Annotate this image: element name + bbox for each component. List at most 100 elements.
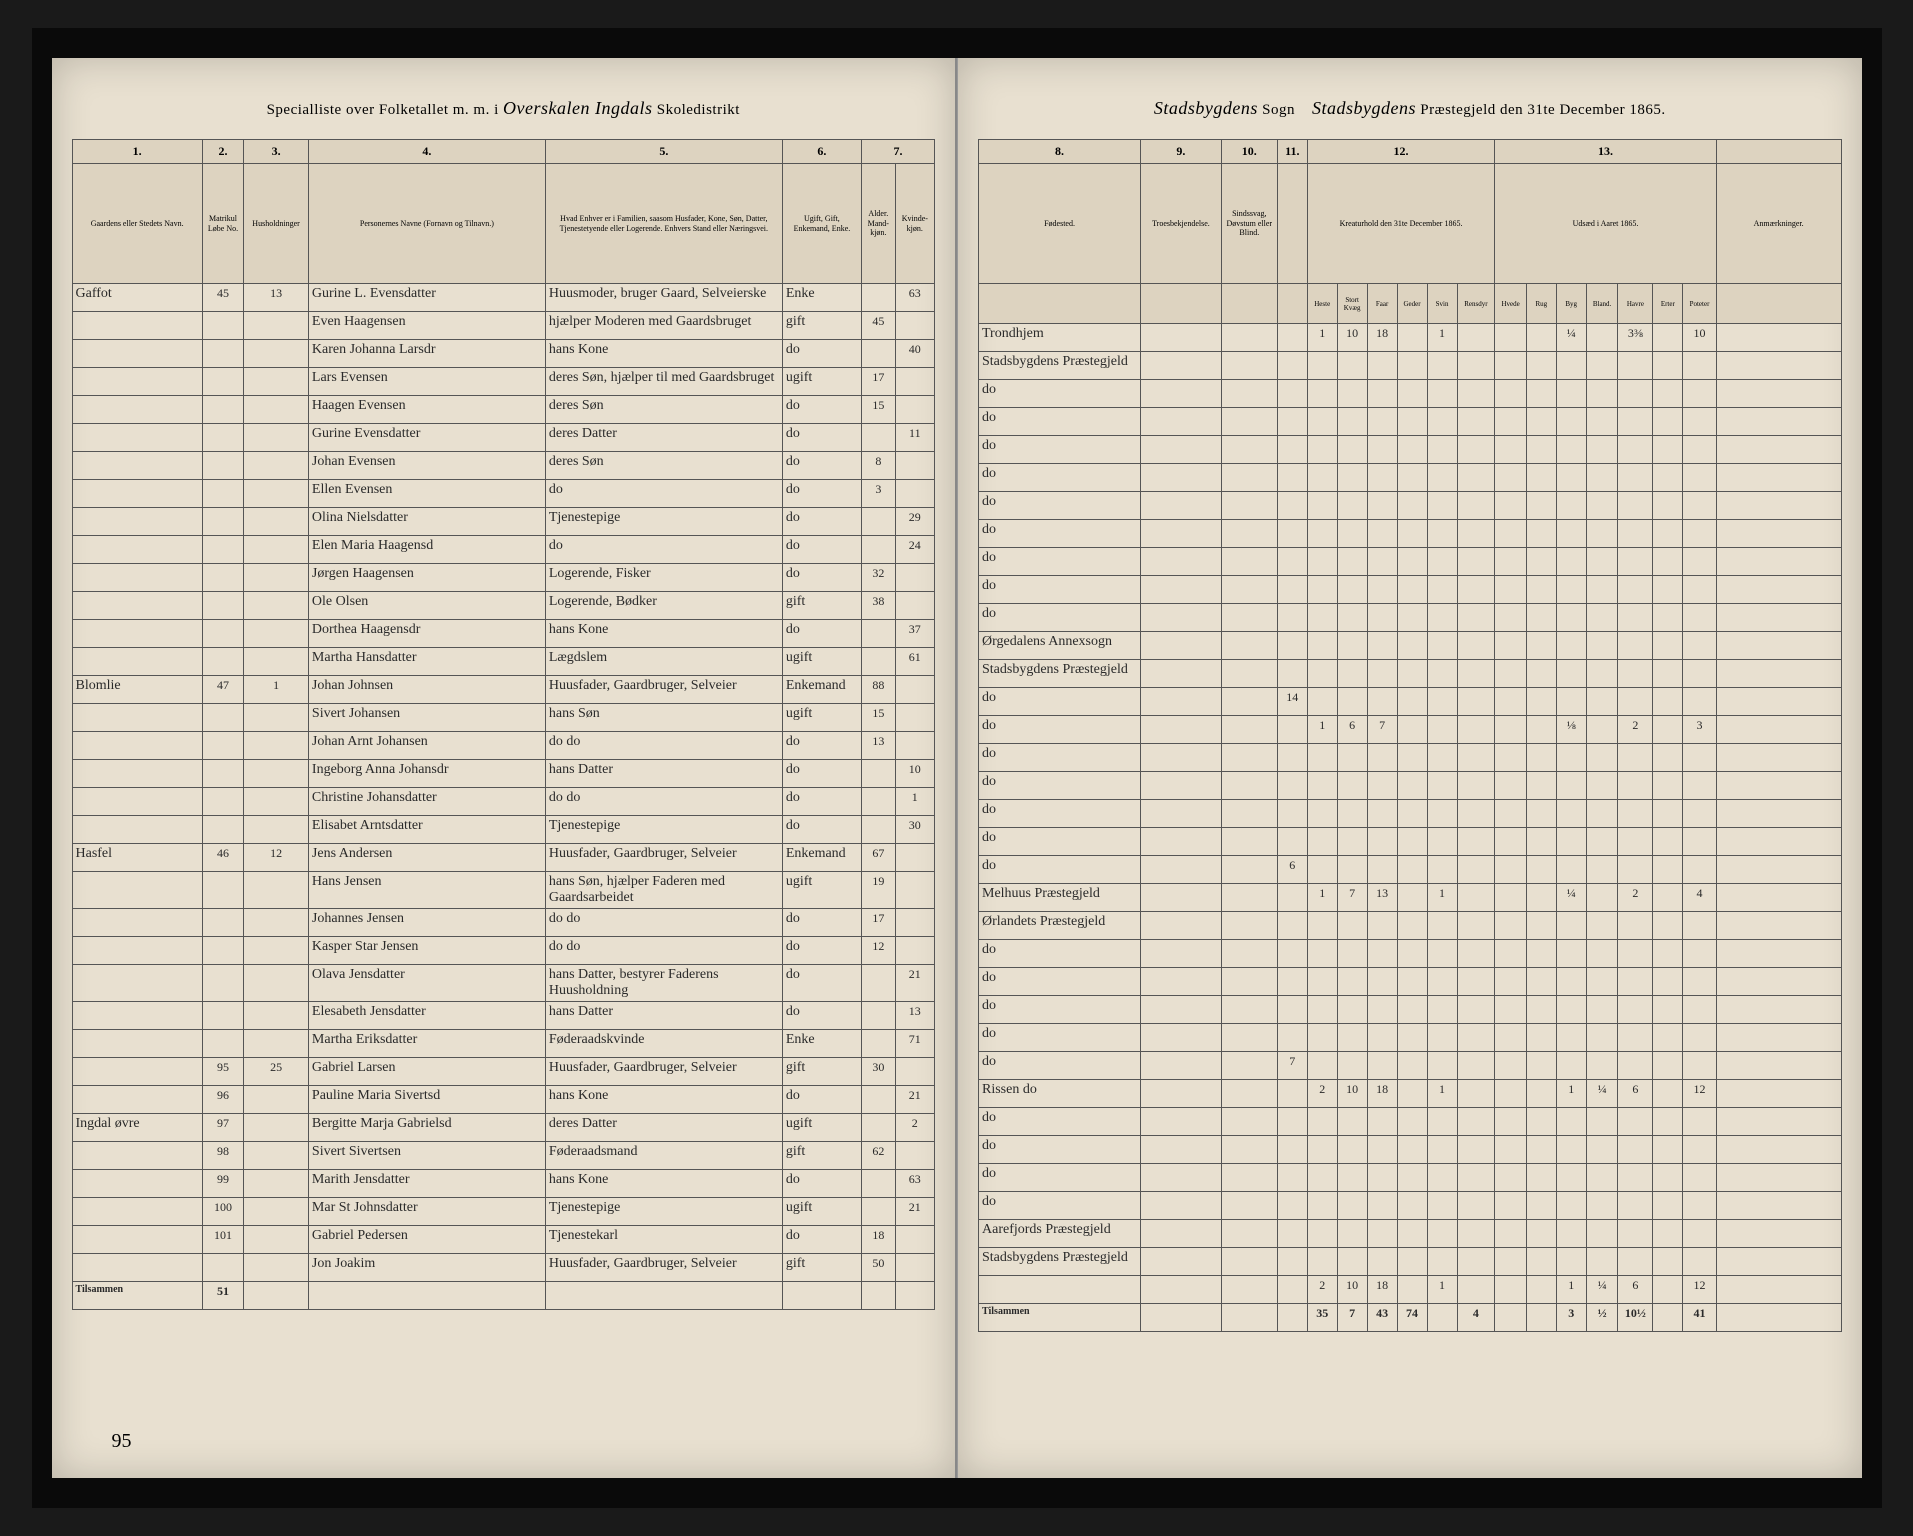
cell-mn (202, 1002, 243, 1030)
cell-c13 (1653, 940, 1683, 968)
cell-c12 (1337, 1136, 1367, 1164)
cell-c13 (1618, 940, 1653, 968)
cell-f (895, 1142, 934, 1170)
cell-name: Martha Hansdatter (308, 648, 545, 676)
cell-c11 (1277, 828, 1307, 856)
cell-c13 (1586, 772, 1618, 800)
cell-c13: 1 (1556, 1080, 1586, 1108)
cell-hh (244, 508, 309, 536)
cell-rel: hjælper Moderen med Gaardsbruget (545, 312, 782, 340)
cell-stat: ugift (782, 872, 861, 909)
cell-c13 (1683, 940, 1716, 968)
head-mn: Matrikul Løbe No. (202, 164, 243, 284)
left-header: Specialliste over Folketallet m. m. i Ov… (72, 98, 936, 119)
cell-c12 (1457, 380, 1495, 408)
cell-rel: hans Kone (545, 340, 782, 368)
cell-c13 (1653, 884, 1683, 912)
table-row: 100Mar St JohnsdatterTjenestepigeugift21 (72, 1198, 935, 1226)
cell-c12 (1337, 576, 1367, 604)
cell-hh (244, 340, 309, 368)
cell-c13 (1683, 520, 1716, 548)
cell-c12 (1367, 1220, 1397, 1248)
cell-c13 (1556, 968, 1586, 996)
cell-farm (72, 620, 202, 648)
sub13-head: Havre (1618, 284, 1653, 324)
cell-c12 (1397, 1108, 1427, 1136)
cell-c12 (1367, 1136, 1397, 1164)
cell-c12 (1457, 968, 1495, 996)
table-row: Ole OlsenLogerende, Bødkergift38 (72, 592, 935, 620)
cell-c12 (1307, 688, 1337, 716)
cell-c12 (1457, 1248, 1495, 1276)
cell-rel: Føderaadskvinde (545, 1030, 782, 1058)
cell-c13 (1556, 464, 1586, 492)
cell-birth: do (979, 716, 1141, 744)
cell-c12 (1397, 1024, 1427, 1052)
cell-c13: 12 (1683, 1080, 1716, 1108)
cell-mn: 98 (202, 1142, 243, 1170)
cell-c13 (1653, 576, 1683, 604)
cell-c13 (1618, 912, 1653, 940)
cell-c12: 10 (1337, 1276, 1367, 1304)
cell-name: Jens Andersen (308, 844, 545, 872)
cell-c13 (1586, 996, 1618, 1024)
cell-c12 (1397, 380, 1427, 408)
cell-c12 (1397, 1248, 1427, 1276)
cell-c13 (1526, 604, 1556, 632)
cell-c11 (1277, 1080, 1307, 1108)
cell-c13 (1586, 548, 1618, 576)
cell-c13 (1495, 856, 1527, 884)
table-row: Aarefjords Præstegjeld (979, 1220, 1842, 1248)
cell-c13 (1683, 1136, 1716, 1164)
cell-stat: gift (782, 312, 861, 340)
cell-c11 (1277, 1024, 1307, 1052)
table-row: Hasfel4612Jens AndersenHuusfader, Gaardb… (72, 844, 935, 872)
cell-c12 (1397, 884, 1427, 912)
cell-c13 (1618, 1108, 1653, 1136)
cell-c12 (1457, 1024, 1495, 1052)
cell-hh (244, 816, 309, 844)
cell-c13 (1495, 1276, 1527, 1304)
cell-c13 (1618, 1136, 1653, 1164)
cell-name: Gurine Evensdatter (308, 424, 545, 452)
cell-name: Sivert Johansen (308, 704, 545, 732)
cell-c13 (1495, 1052, 1527, 1080)
cell-c12 (1457, 828, 1495, 856)
cell-c13 (1653, 464, 1683, 492)
cell-c13 (1526, 940, 1556, 968)
cell-c12 (1307, 408, 1337, 436)
cell-m: 62 (862, 1142, 896, 1170)
cell-c13 (1526, 632, 1556, 660)
cell-c11: 14 (1277, 688, 1307, 716)
cell-farm (72, 424, 202, 452)
cell-farm (72, 1086, 202, 1114)
cell-f (895, 368, 934, 396)
cell-farm (72, 340, 202, 368)
cell-c13 (1556, 604, 1586, 632)
cell-c13 (1495, 1220, 1527, 1248)
cell-m: 17 (862, 909, 896, 937)
cell-c12 (1457, 520, 1495, 548)
cell-c13 (1495, 1192, 1527, 1220)
cell-name: Johan Evensen (308, 452, 545, 480)
cell-c13 (1653, 996, 1683, 1024)
cell-c12 (1367, 380, 1397, 408)
right-page: Stadsbygdens Sogn Stadsbygdens Præstegje… (957, 58, 1862, 1478)
cell-m: 88 (862, 676, 896, 704)
cell-c12 (1367, 1108, 1397, 1136)
cell-c13 (1556, 492, 1586, 520)
cell-m (862, 816, 896, 844)
cell-mn (202, 1030, 243, 1058)
right-header: Stadsbygdens Sogn Stadsbygdens Præstegje… (978, 98, 1842, 119)
cell-name: Jon Joakim (308, 1254, 545, 1282)
head-faith: Troesbekjendelse. (1141, 164, 1222, 284)
cell-c12 (1337, 1108, 1367, 1136)
cell-birth: do (979, 968, 1141, 996)
col-8: 8. (979, 140, 1141, 164)
cell-c13: 2 (1618, 884, 1653, 912)
cell-birth: do (979, 744, 1141, 772)
cell-mn (202, 788, 243, 816)
col-9: 9. (1141, 140, 1222, 164)
cell-c12 (1397, 1276, 1427, 1304)
sub12-head: Faar (1367, 284, 1397, 324)
